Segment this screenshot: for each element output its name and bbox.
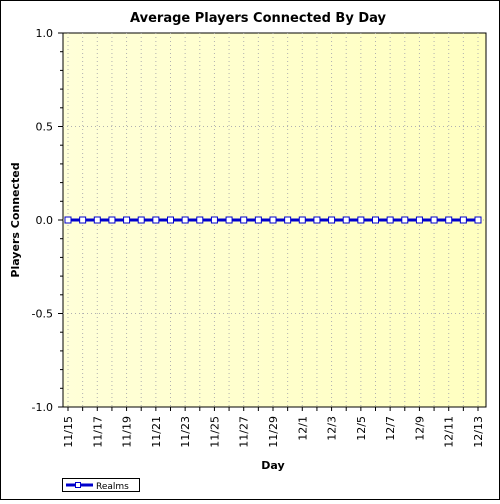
- data-point: [372, 216, 379, 224]
- data-point: [254, 216, 262, 224]
- y-tick-label: 1.0: [36, 27, 54, 40]
- x-tick-label: 12/1: [296, 416, 309, 441]
- y-tick-label: -0.5: [32, 308, 53, 321]
- y-tick-label: 0.5: [36, 121, 54, 134]
- x-tick-label: 11/19: [121, 416, 134, 448]
- y-axis-title: Players Connected: [9, 162, 22, 277]
- data-point: [123, 216, 131, 224]
- chart-title: Average Players Connected By Day: [130, 11, 386, 26]
- x-tick-label: 12/11: [443, 416, 456, 448]
- x-tick-label: 11/25: [208, 416, 221, 448]
- x-tick-label: 12/3: [326, 416, 339, 441]
- x-tick-label: 11/27: [238, 416, 251, 448]
- data-point: [386, 216, 394, 224]
- data-point: [210, 216, 218, 224]
- data-point: [328, 216, 336, 224]
- legend: Realms: [62, 478, 140, 492]
- x-tick-label: 12/13: [472, 416, 485, 448]
- x-tick-label: 12/9: [413, 416, 426, 441]
- data-point: [445, 216, 453, 224]
- data-point: [196, 216, 204, 224]
- x-axis: 11/15 11/17 11/19 11/21 11/23 11/25 11/27 11/29…: [62, 407, 485, 448]
- data-point: [284, 216, 292, 224]
- legend-marker-swatch: [75, 482, 81, 488]
- data-point: [240, 216, 248, 224]
- data-point: [269, 216, 277, 224]
- x-tick-label: 12/5: [355, 416, 368, 441]
- legend-label: Realms: [96, 482, 129, 492]
- data-point: [181, 216, 189, 224]
- data-point: [313, 216, 321, 224]
- data-point: [357, 216, 365, 224]
- x-tick-label: 11/29: [267, 416, 280, 448]
- x-tick-label: 11/17: [91, 416, 104, 448]
- data-point: [108, 216, 116, 224]
- data-point: [79, 216, 87, 224]
- data-point: [298, 216, 306, 224]
- legend-box: [62, 478, 140, 492]
- data-point: [430, 216, 438, 224]
- x-tick-label: 11/21: [150, 416, 163, 448]
- data-point: [152, 216, 160, 224]
- data-point: [474, 216, 482, 224]
- data-point: [342, 216, 350, 224]
- x-tick-label: 11/23: [179, 416, 192, 448]
- data-point: [459, 216, 467, 224]
- y-tick-label: -1.0: [32, 401, 53, 414]
- data-point: [167, 216, 174, 224]
- series-layer: [64, 216, 482, 224]
- data-point: [401, 216, 409, 224]
- data-point: [64, 216, 72, 224]
- x-tick-label: 12/7: [384, 416, 397, 441]
- y-axis: 1.0 0.5 0.0 -0.5 -1.0: [32, 27, 63, 414]
- y-tick-label: 0.0: [36, 214, 54, 227]
- data-point: [137, 216, 145, 224]
- data-point: [225, 216, 233, 224]
- data-point: [415, 216, 423, 224]
- x-axis-title: Day: [261, 459, 284, 472]
- data-point: [93, 216, 101, 224]
- x-tick-label: 11/15: [62, 416, 75, 448]
